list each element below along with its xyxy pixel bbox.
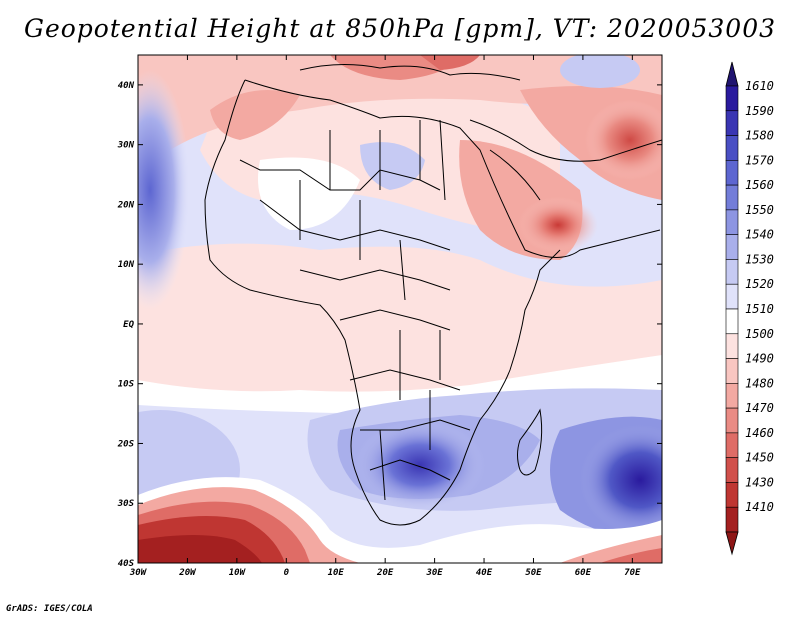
y-tick-label: 10S [118, 380, 135, 390]
colorbar-swatch [725, 333, 739, 359]
colorbar-label: 1580 [745, 129, 774, 143]
colorbar-label: 1470 [745, 401, 774, 415]
colorbar-swatch [725, 209, 739, 235]
x-tick-label: 30W [129, 568, 148, 578]
colorbar-label: 1480 [745, 376, 774, 390]
x-tick-label: 70E [624, 568, 641, 578]
colorbar-swatch [725, 358, 739, 384]
colorbar-swatch [725, 110, 739, 136]
colorbar: 1610 1590 1580 1570 1560 1550 1540 1530 1520 1510… [725, 61, 774, 556]
y-tick-label: 40N [118, 81, 135, 91]
colorbar-label: 1540 [745, 228, 774, 242]
colorbar-label: 1410 [745, 500, 774, 514]
x-tick-label: 40E [476, 568, 493, 578]
x-tick-label: 20W [178, 568, 197, 578]
colorbar-label: 1530 [745, 252, 774, 266]
colorbar-label: 1510 [745, 302, 774, 316]
x-tick-label: 30E [425, 568, 443, 578]
colorbar-swatch [725, 135, 739, 161]
colorbar-label: 1570 [745, 153, 774, 167]
x-tick-label: 20E [376, 568, 394, 578]
colorbar-swatch [725, 383, 739, 409]
colorbar-label: 1460 [745, 426, 774, 440]
colorbar-swatch [725, 259, 739, 285]
colorbar-label: 1450 [745, 451, 774, 465]
y-tick-label: 20S [117, 439, 135, 449]
plot-frame [137, 54, 663, 564]
colorbar-swatch [725, 160, 739, 186]
colorbar-label: 1550 [745, 203, 774, 217]
colorbar-swatch [725, 432, 739, 458]
colorbar-label: 1430 [745, 475, 774, 489]
coastlines [204, 63, 662, 526]
x-tick-label: 10W [229, 568, 247, 578]
y-tick-label: 30S [117, 499, 135, 509]
credit-label: GrADS: IGES/COLA [6, 604, 93, 614]
y-tick-label: 40S [118, 559, 135, 569]
y-tick-label: EQ [123, 320, 134, 330]
map-title: Geopotential Height at 850hPa [gpm], VT:… [23, 14, 777, 43]
y-tick-label: 10N [118, 260, 135, 270]
colorbar-label: 1610 [745, 79, 774, 93]
x-tick-label: 60E [575, 568, 592, 578]
colorbar-top-arrow [725, 61, 739, 87]
colorbar-swatch [725, 234, 739, 260]
x-tick-label: 50E [525, 568, 542, 578]
y-tick-label: 20N [117, 200, 135, 210]
colorbar-label: 1520 [745, 277, 774, 291]
y-tick-label: 30N [117, 141, 135, 151]
colorbar-label: 1490 [745, 352, 774, 366]
y-axis: 40N 30N 20N 10N EQ 10S 20S 30S 40S [117, 81, 662, 569]
colorbar-swatch [725, 85, 739, 112]
colorbar-label: 1500 [745, 327, 774, 341]
x-axis: 30W 20W 10W 0 10E 20E 30E 40E 50E 60E 70E [129, 55, 641, 578]
colorbar-bottom-arrow [725, 531, 739, 556]
colorbar-swatch [725, 184, 739, 211]
colorbar-label: 1590 [745, 104, 774, 118]
colorbar-label: 1560 [745, 178, 774, 192]
colorbar-swatch [725, 506, 739, 533]
x-tick-label: 10E [328, 568, 345, 578]
height-field [138, 55, 662, 563]
colorbar-swatch [725, 283, 739, 310]
colorbar-swatch [725, 308, 739, 335]
colorbar-swatch [725, 457, 739, 483]
colorbar-swatch [725, 407, 739, 434]
x-tick-label: 0 [284, 568, 290, 578]
colorbar-swatch [725, 482, 739, 508]
